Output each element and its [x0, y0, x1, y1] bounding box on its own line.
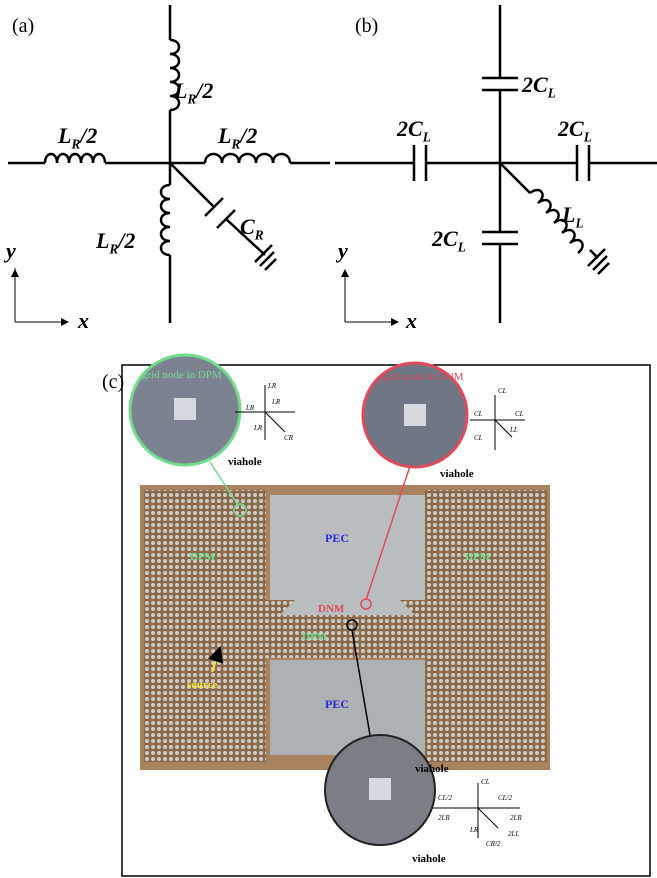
photo — [122, 355, 650, 876]
label: LL — [509, 426, 518, 434]
figure: (a)LR/2LR/2LR/2LR/2CRyx(b)2CL2CL2CL2CLLL… — [0, 0, 657, 878]
label: 2LL — [508, 830, 519, 838]
label: CL/2 — [498, 794, 513, 802]
symbol-sub: R — [186, 92, 196, 107]
label: grid node in DPM — [142, 369, 222, 381]
symbol-main: 2C — [431, 226, 458, 251]
label: CL — [474, 434, 483, 442]
symbol-label: 2CL — [431, 226, 466, 255]
symbol-tail: /2 — [116, 228, 135, 253]
label: DNM — [318, 603, 345, 615]
label: viahole — [415, 763, 449, 775]
label: y — [335, 238, 348, 263]
symbol-sub: L — [574, 216, 583, 231]
symbol-tail: /2 — [194, 78, 213, 103]
label: source — [187, 679, 217, 691]
label: LR — [469, 826, 479, 834]
label: 2LR — [438, 814, 450, 822]
label: viahole — [228, 456, 262, 468]
symbol-sub: R — [70, 137, 80, 152]
label: viahole — [440, 468, 474, 480]
label: x — [77, 308, 89, 333]
label: LR — [267, 382, 277, 390]
label: DPM — [465, 551, 491, 563]
circuit-a — [8, 5, 330, 323]
symbol-label: 2CL — [396, 116, 431, 145]
label: CL — [498, 387, 507, 395]
symbol-main: L — [173, 78, 187, 103]
symbol-main: C — [240, 214, 255, 239]
symbol-main: L — [57, 123, 71, 148]
label: CL — [515, 410, 524, 418]
label: LR — [253, 424, 263, 432]
label: y — [3, 238, 16, 263]
symbol-label: LR/2 — [173, 78, 213, 107]
label: LR — [271, 398, 281, 406]
label: (b) — [355, 15, 378, 37]
symbol-label: LR/2 — [217, 123, 257, 152]
symbol-sub: L — [422, 130, 431, 145]
label: CL — [481, 778, 490, 786]
label: DPM — [190, 551, 216, 563]
label: CL/2 — [438, 794, 453, 802]
symbol-tail: /2 — [238, 123, 257, 148]
symbol-label: LR/2 — [95, 228, 135, 257]
label: PEC — [325, 697, 349, 711]
symbol-sub: L — [547, 86, 556, 101]
symbol-label: LL — [561, 202, 584, 231]
symbol-main: 2C — [396, 116, 423, 141]
label: CR — [284, 434, 294, 442]
symbol-main: L — [95, 228, 109, 253]
symbol-sub: R — [254, 228, 264, 243]
symbol-main: 2C — [521, 72, 548, 97]
symbol-sub: L — [457, 240, 466, 255]
symbol-main: L — [217, 123, 231, 148]
label: grid node in DNM — [382, 371, 464, 383]
symbol-main: 2C — [557, 116, 584, 141]
label: (a) — [12, 15, 34, 37]
label: viahole — [412, 853, 446, 865]
label: CL — [474, 410, 483, 418]
symbol-label: LR/2 — [57, 123, 97, 152]
label: 2LR — [510, 814, 522, 822]
symbol-main: L — [561, 202, 575, 227]
label: PEC — [325, 531, 349, 545]
symbol-tail: /2 — [78, 123, 97, 148]
symbol-label: 2CL — [521, 72, 556, 101]
label: LR — [245, 404, 255, 412]
symbol-label: 2CL — [557, 116, 592, 145]
label: (c) — [102, 371, 124, 393]
page: {"panel_a": {"label": "(a)", "top": {"ma… — [0, 0, 657, 878]
label: DPM — [302, 631, 328, 643]
symbol-sub: R — [108, 242, 118, 257]
circuit-b — [335, 5, 657, 323]
label: x — [405, 308, 417, 333]
symbol-sub: L — [583, 130, 592, 145]
symbol-sub: R — [230, 137, 240, 152]
symbol-label: CR — [240, 214, 264, 243]
label: CR/2 — [486, 840, 501, 848]
